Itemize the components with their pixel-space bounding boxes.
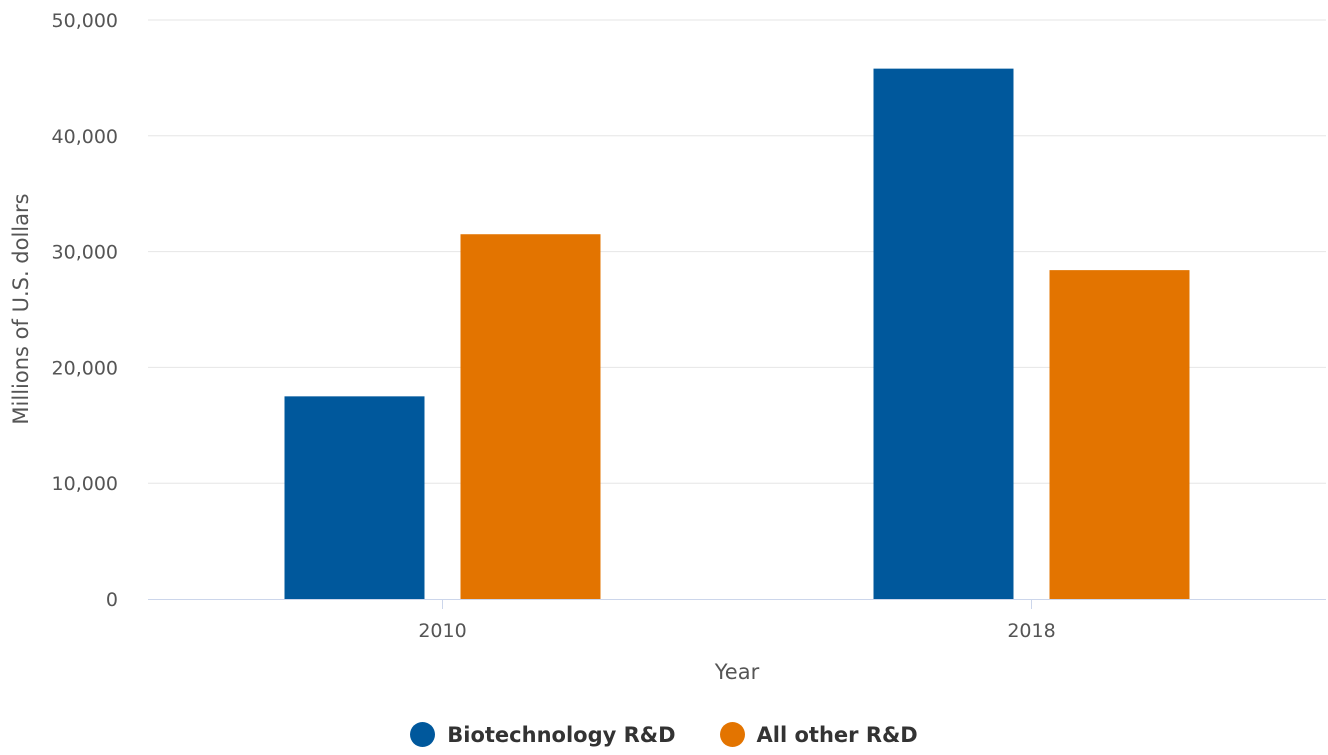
x-axis: 2010 2018 (148, 599, 1326, 642)
y-tick-label: 40,000 (52, 126, 118, 148)
chart-legend: Biotechnology R&D All other R&D (0, 722, 1328, 747)
y-tick-label: 20,000 (52, 357, 118, 379)
y-tick-label: 50,000 (52, 10, 118, 32)
x-tick-label: 2010 (418, 620, 466, 642)
y-axis-title: Millions of U.S. dollars (9, 193, 33, 424)
legend-swatch-icon (719, 722, 745, 747)
bar-all-other-r-d-2010[interactable] (460, 234, 601, 600)
legend-item-all-other-r-d[interactable]: All other R&D (719, 722, 918, 747)
bar-chart: 0 10,000 20,000 30,000 40,000 50,000 2010 2018… (9, 10, 1326, 684)
legend-swatch-icon (410, 722, 436, 747)
bar-all-other-r-d-2018[interactable] (1049, 270, 1190, 599)
bars (284, 68, 1190, 600)
y-tick-label: 30,000 (52, 242, 118, 264)
legend-label: All other R&D (756, 722, 918, 747)
x-axis-title: Year (714, 660, 760, 684)
y-tick-label: 10,000 (52, 473, 118, 495)
legend-item-biotechnology-r-d[interactable]: Biotechnology R&D (410, 722, 676, 747)
y-tick-label: 0 (106, 589, 118, 611)
bar-biotechnology-r-d-2010[interactable] (284, 396, 425, 599)
x-tick-label: 2018 (1007, 620, 1055, 642)
y-axis-ticks: 0 10,000 20,000 30,000 40,000 50,000 (52, 10, 118, 611)
legend-label: Biotechnology R&D (447, 722, 676, 747)
bar-biotechnology-r-d-2018[interactable] (873, 68, 1014, 600)
